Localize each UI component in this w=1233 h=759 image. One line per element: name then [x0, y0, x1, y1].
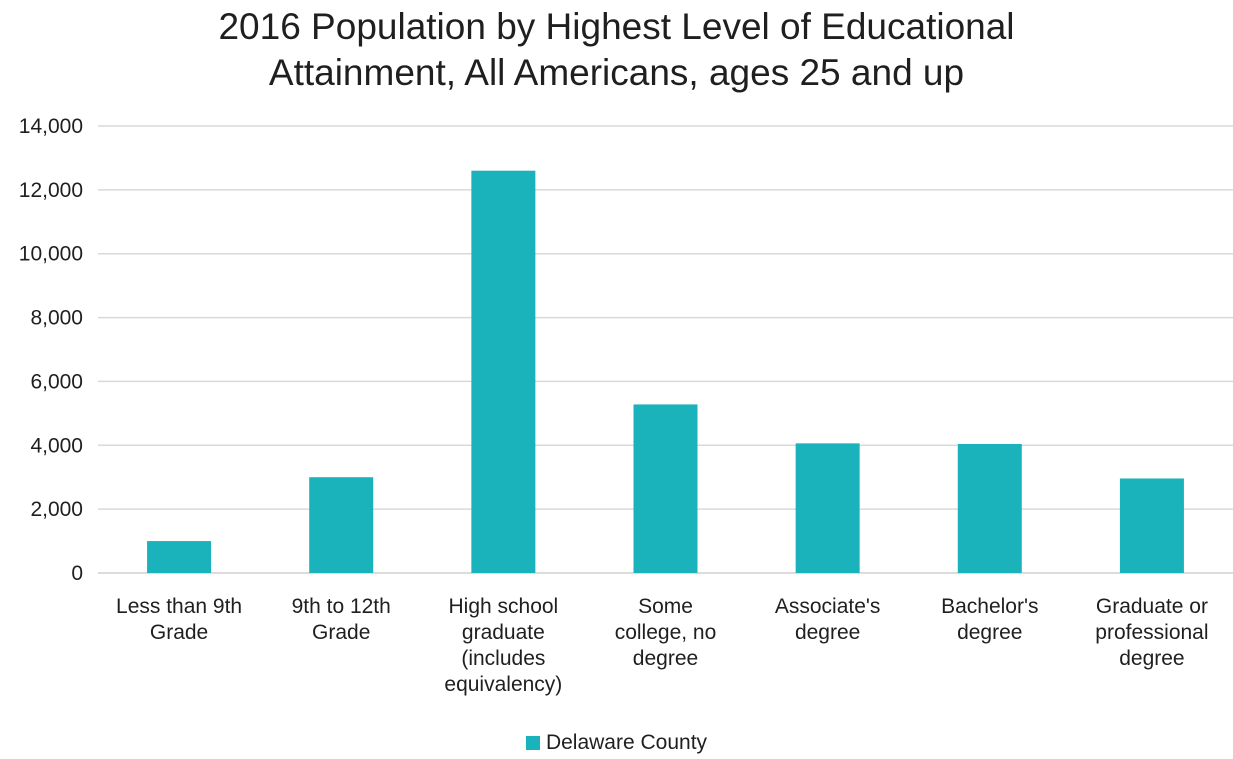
x-tick-label: Associate's degree — [775, 595, 881, 644]
y-tick-label: 12,000 — [19, 179, 83, 202]
bar — [633, 404, 698, 573]
bar — [795, 443, 860, 573]
chart-title-line-1: 2016 Population by Highest Level of Educ… — [218, 6, 1015, 47]
legend-label: Delaware County — [545, 731, 708, 754]
x-tick-label: Less than 9th Grade — [116, 595, 242, 644]
bar — [309, 477, 374, 573]
legend-swatch — [525, 736, 540, 750]
y-tick-label: 10,000 — [19, 243, 83, 266]
y-tick-label: 6,000 — [30, 370, 83, 393]
bar — [1119, 478, 1184, 573]
chart-title-line-2: Attainment, All Americans, ages 25 and u… — [268, 52, 965, 93]
x-tick-label: Graduate or professional degree — [1095, 595, 1208, 670]
y-tick-label: 2,000 — [30, 498, 83, 521]
bar — [471, 170, 536, 573]
y-tick-label: 0 — [71, 562, 83, 585]
legend: Delaware County — [0, 731, 1233, 755]
y-tick-label: 4,000 — [30, 434, 83, 457]
bar — [147, 541, 212, 573]
x-tick-label: High school graduate (includes equivalency) — [444, 595, 562, 696]
y-tick-label: 8,000 — [30, 307, 83, 330]
y-tick-label: 14,000 — [19, 115, 83, 138]
x-tick-label: Bachelor's degree — [941, 595, 1038, 644]
bar — [957, 444, 1022, 573]
x-tick-label: Some college, no degree — [615, 595, 717, 670]
x-tick-label: 9th to 12th Grade — [292, 595, 391, 644]
